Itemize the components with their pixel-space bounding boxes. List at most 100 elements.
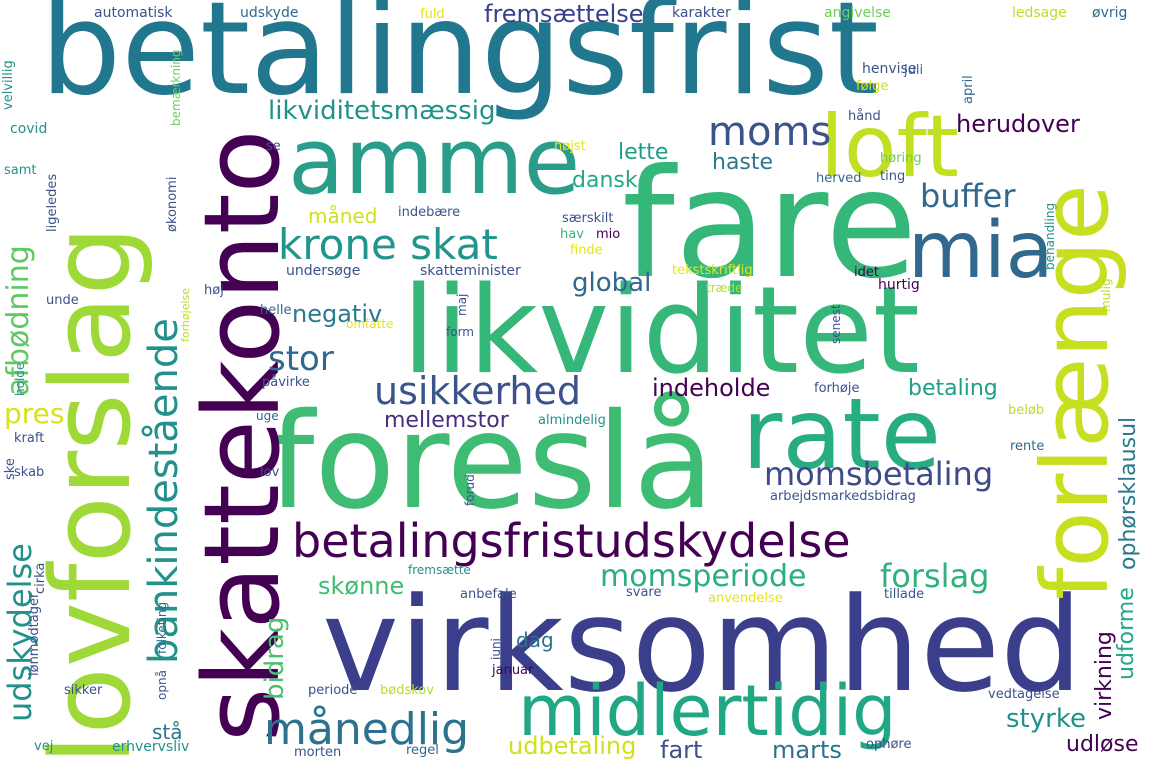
cloud-word: maj [455, 293, 469, 316]
cloud-word: ske [3, 458, 18, 480]
cloud-word: økonomi [165, 176, 180, 232]
cloud-word: behandling [1043, 202, 1057, 270]
cloud-word: karakter [672, 5, 731, 21]
cloud-word: betaling [908, 376, 998, 401]
cloud-word: midlertidig [518, 670, 897, 752]
cloud-word: tillade [884, 587, 925, 602]
cloud-word: mio [596, 227, 621, 242]
cloud-word: senest [829, 304, 843, 344]
cloud-word: månedlig [264, 704, 470, 755]
cloud-word: henvise [862, 61, 917, 77]
cloud-word: automatisk [94, 5, 173, 21]
cloud-word: samt [4, 163, 37, 178]
cloud-word: udbetaling [508, 732, 637, 760]
cloud-word: anvendelse [708, 591, 783, 606]
cloud-word: januar [492, 663, 534, 678]
cloud-word: almindelig [538, 413, 606, 428]
cloud-word: fare [622, 138, 918, 312]
cloud-word: indeholde [652, 374, 771, 402]
cloud-word: dag [516, 628, 554, 652]
cloud-word: ledsage [1012, 5, 1067, 21]
cloud-word: påvirke [262, 375, 310, 390]
cloud-word: hav [560, 227, 584, 242]
cloud-word: erhvervsliv [112, 739, 190, 755]
cloud-word: buffer [920, 177, 1016, 215]
cloud-word: periode [308, 683, 358, 698]
cloud-word: herudover [956, 110, 1080, 138]
cloud-word: marts [772, 736, 842, 764]
cloud-word: rente [1010, 439, 1045, 454]
cloud-word: covid [10, 121, 48, 137]
cloud-word: juni [489, 638, 503, 660]
cloud-word: amme [288, 108, 581, 215]
cloud-word: herved [816, 171, 862, 186]
cloud-word: hurtig [878, 277, 920, 293]
cloud-word: sikker [64, 683, 103, 698]
cloud-word: øvrig [1092, 5, 1128, 21]
cloud-word: holde [13, 362, 27, 396]
cloud-word: stor [268, 339, 334, 379]
cloud-word: vej [34, 739, 54, 754]
cloud-word: pres [4, 397, 65, 430]
cloud-word: finde [570, 243, 603, 258]
cloud-word: krone skat [278, 220, 498, 269]
cloud-word: april [961, 75, 976, 104]
cloud-word: negativ [292, 300, 383, 328]
cloud-word: moms [708, 109, 832, 155]
cloud-word: høj [204, 283, 224, 298]
cloud-word: helle [260, 303, 292, 318]
cloud-word: mia [908, 206, 1054, 296]
cloud-word: haste [712, 150, 774, 175]
cloud-word: omfatte [346, 317, 394, 331]
cloud-word: udløse [1066, 732, 1139, 757]
cloud-word: mulig [1099, 278, 1113, 312]
cloud-word: velvillig [1, 60, 16, 110]
cloud-word: styrke [1006, 704, 1086, 734]
cloud-word: ophørsklausul [1116, 416, 1141, 570]
cloud-word: forhøjelse [179, 287, 192, 342]
cloud-word: virksomhed [322, 569, 1083, 721]
cloud-word: fuld [420, 7, 445, 22]
cloud-word: hånd [848, 109, 881, 124]
cloud-word: indebære [398, 205, 461, 220]
cloud-word: tekstskriftlig [672, 263, 753, 278]
cloud-word: cirka [33, 562, 48, 594]
cloud-word: usikkerhed [374, 369, 582, 413]
cloud-word: unde [46, 293, 79, 308]
cloud-word: morten [294, 745, 342, 760]
cloud-word: skatteminister [420, 263, 521, 279]
cloud-word: betalingsfristudskydelse [292, 514, 851, 568]
cloud-word: dansk [572, 168, 638, 193]
cloud-word: svare [626, 585, 662, 600]
cloud-word: vedtagelse [988, 687, 1060, 702]
cloud-word: ting [880, 169, 906, 184]
cloud-word: opnå [155, 670, 169, 700]
cloud-word: virkning [1092, 631, 1117, 720]
cloud-word: lette [618, 140, 669, 165]
cloud-word: rate [742, 378, 942, 492]
cloud-word: særskilt [562, 211, 614, 226]
cloud-word: se [266, 139, 281, 154]
cloud-word: skønne [318, 572, 405, 600]
cloud-word: kraft [14, 431, 45, 446]
cloud-word: måned [308, 204, 378, 228]
cloud-word: ligeledes [45, 173, 60, 232]
cloud-word: form [446, 325, 474, 339]
cloud-word: bidrag [260, 616, 290, 700]
cloud-word: forhøje [814, 381, 860, 396]
cloud-word: momsbetaling [764, 455, 994, 493]
cloud-word: følge [856, 79, 889, 94]
cloud-word: global [572, 268, 652, 298]
cloud-word: idet [854, 265, 879, 280]
cloud-word: udforme [1114, 587, 1139, 680]
cloud-word: momsperiode [600, 559, 807, 594]
cloud-word: forslag [880, 557, 990, 595]
cloud-word: likviditetsmæssig [268, 96, 496, 126]
cloud-word: betalingsfrist [40, 0, 879, 124]
cloud-word: fart [660, 736, 703, 764]
cloud-word: arbejdsmarkedsbidrag [770, 489, 916, 504]
cloud-word: angivelse [824, 5, 891, 21]
cloud-word: fremsættelse [484, 0, 644, 28]
cloud-word: likviditet [402, 262, 920, 401]
cloud-word: udskyde [240, 5, 299, 21]
